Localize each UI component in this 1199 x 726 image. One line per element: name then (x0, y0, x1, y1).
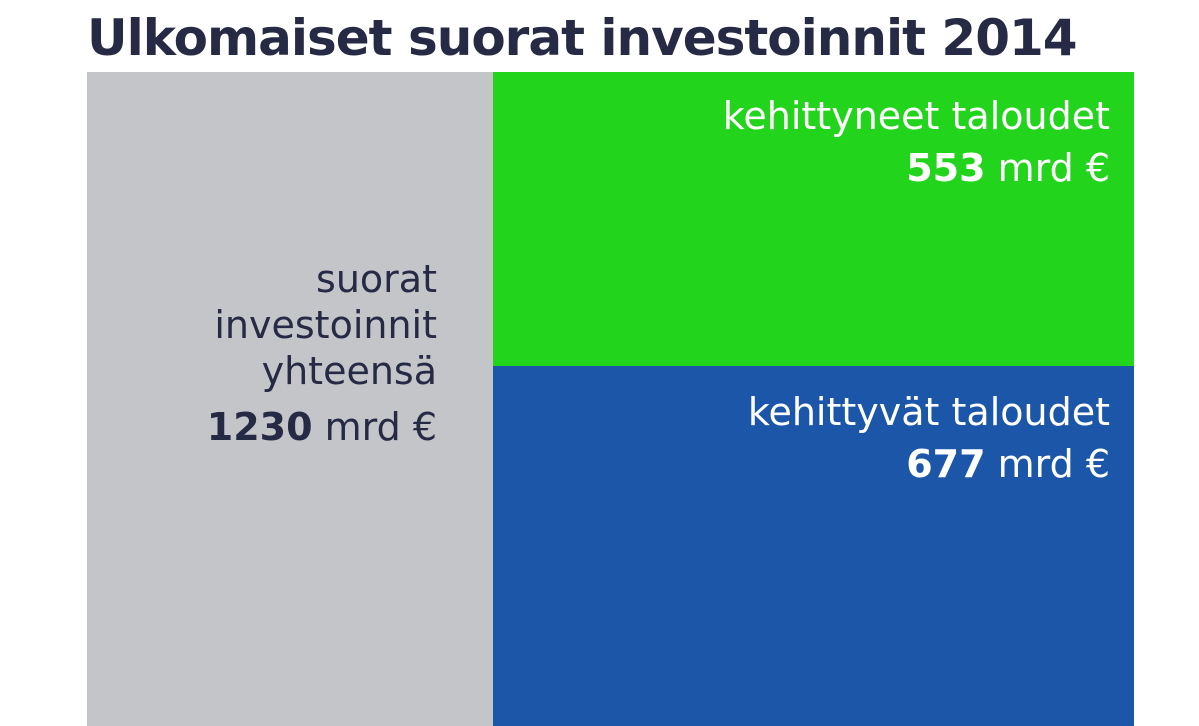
segment-label: kehittyneet taloudet 553 mrd € (723, 90, 1110, 194)
segment-label: kehittyvät taloudet 677 mrd € (748, 386, 1110, 490)
total-unit: mrd € (324, 405, 437, 449)
segment-value: 553 (906, 146, 986, 190)
segment-name: kehittyvät taloudet (747, 390, 1110, 434)
segment-developing-rect: kehittyvät taloudet 677 mrd € (493, 366, 1134, 726)
total-rect: suorat investoinnit yhteensä 1230 mrd € (87, 72, 493, 726)
total-value-line: 1230 mrd € (207, 404, 437, 450)
total-label-line: investoinnit (214, 303, 437, 347)
segment-name: kehittyneet taloudet (722, 94, 1110, 138)
total-label: suorat investoinnit yhteensä 1230 mrd € (207, 256, 437, 450)
total-label-line: yhteensä (261, 349, 437, 393)
segment-unit: mrd € (997, 442, 1110, 486)
chart-title: Ulkomaiset suorat investoinnit 2014 (87, 9, 1078, 67)
segment-developed-rect: kehittyneet taloudet 553 mrd € (493, 72, 1134, 366)
total-value: 1230 (206, 405, 313, 449)
segment-unit: mrd € (997, 146, 1110, 190)
total-label-line: suorat (316, 257, 437, 301)
segment-value-line: 677 mrd € (748, 438, 1110, 490)
segment-value-line: 553 mrd € (723, 142, 1110, 194)
segment-value: 677 (906, 442, 986, 486)
segments-area: kehittyneet taloudet 553 mrd € kehittyvä… (493, 72, 1134, 726)
